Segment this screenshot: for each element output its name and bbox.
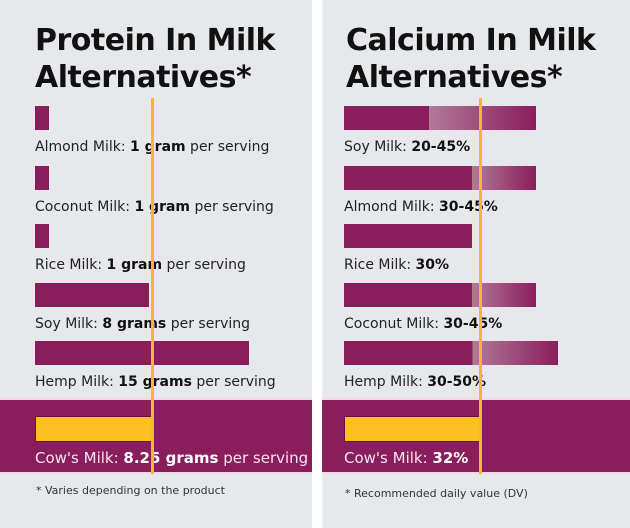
value-label: 8 grams [102, 316, 167, 332]
category-name: Almond Milk [344, 199, 430, 215]
value-label: 30-45% [439, 199, 498, 215]
category-name: Rice Milk [344, 257, 407, 273]
bar-cows-milk [35, 416, 153, 442]
category-name: Soy Milk [35, 316, 94, 332]
bar-almond-milk [35, 106, 50, 130]
bar-soy-milk [344, 106, 537, 130]
reference-line [478, 98, 482, 474]
bar-label: Soy Milk: 8 grams per serving [35, 316, 251, 332]
bar-label: Coconut Milk: 30-45% [344, 316, 503, 332]
bar-label: Soy Milk: 20-45% [344, 139, 471, 155]
bar-coconut-milk [35, 166, 50, 190]
reference-line [150, 98, 154, 474]
category-name: Coconut Milk [35, 199, 126, 215]
reference-text: per serving [218, 449, 309, 467]
value-label: 30% [415, 257, 450, 273]
value-label: 20-45% [411, 139, 471, 155]
bar-hemp-milk [35, 341, 249, 365]
value-label: 30-50% [427, 374, 487, 390]
value-label: 1 gram [106, 257, 163, 273]
category-name: Soy Milk [344, 139, 403, 155]
protein-panel: Protein In Milk Alternatives* Almond Milk… [0, 0, 312, 528]
value-suffix: per serving [185, 139, 270, 155]
reference-text: Cow's Milk [35, 449, 114, 467]
bar-cows-milk [344, 416, 481, 442]
value-label: 30-45% [443, 316, 503, 332]
bar-almond-milk [344, 166, 537, 190]
chart-title: Protein In Milk Alternatives* [35, 23, 276, 95]
reference-label: Cow's Milk: 8.25 grams per serving [35, 449, 309, 467]
category-name: Hemp Milk [344, 374, 419, 390]
bar-label: Hemp Milk: 15 grams per serving [35, 374, 276, 390]
value-suffix: per serving [166, 316, 251, 332]
bar-hemp-milk [344, 341, 558, 365]
footnote: * Recommended daily value (DV) [345, 487, 528, 500]
bar-soy-milk [35, 283, 149, 307]
category-name: Rice Milk [35, 257, 98, 273]
bar-label: Rice Milk: 30% [344, 257, 450, 273]
reference-label: Cow's Milk: 32% [344, 449, 469, 467]
bar-label: Rice Milk: 1 gram per serving [35, 257, 246, 273]
value-label: 1 gram [134, 199, 191, 215]
bar-label: Hemp Milk: 30-50% [344, 374, 487, 390]
category-name: Hemp Milk [35, 374, 110, 390]
value-label: 1 gram [130, 139, 186, 155]
bar-label: Almond Milk: 30-45% [344, 199, 498, 215]
bar-rice-milk [35, 224, 50, 248]
chart-title: Calcium In Milk Alternatives* [346, 23, 596, 95]
value-suffix: per serving [190, 199, 274, 215]
reference-text: 32% [432, 449, 469, 467]
category-name: Coconut Milk [344, 316, 435, 332]
value-suffix: per serving [162, 257, 246, 273]
bar-coconut-milk [344, 283, 537, 307]
reference-text: Cow's Milk [344, 449, 423, 467]
bar-rice-milk [344, 224, 473, 248]
bar-label: Almond Milk: 1 gram per serving [35, 139, 270, 155]
value-label: 15 grams [118, 374, 192, 390]
calcium-panel: Calcium In Milk Alternatives* Soy Milk: 2… [322, 0, 630, 528]
footnote: * Varies depending on the product [36, 484, 225, 497]
bar-label: Coconut Milk: 1 gram per serving [35, 199, 274, 215]
reference-text: 8.25 grams [123, 449, 219, 467]
value-suffix: per serving [191, 374, 276, 390]
category-name: Almond Milk [35, 139, 121, 155]
